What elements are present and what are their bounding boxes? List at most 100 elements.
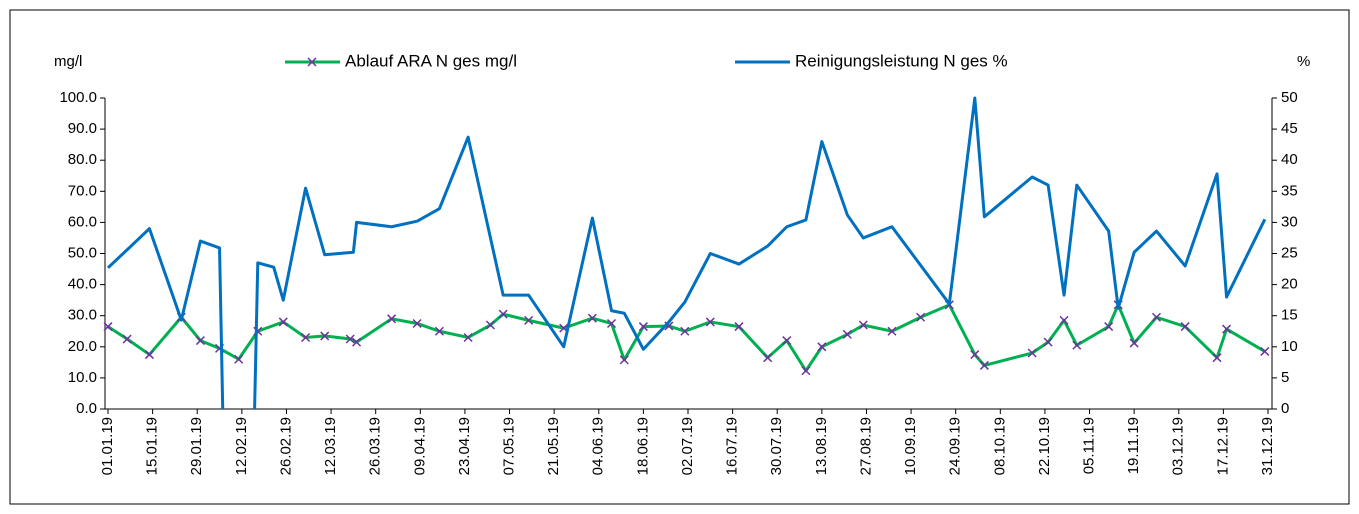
point-marker bbox=[705, 317, 715, 327]
series-line bbox=[106, 96, 1267, 410]
point-marker bbox=[763, 353, 773, 363]
y-tick-label: 40.0 bbox=[68, 276, 97, 293]
y2-axis-label: % bbox=[1297, 53, 1310, 70]
y-tick-label: 30.0 bbox=[68, 307, 97, 324]
y2-tick-label: 20 bbox=[1281, 276, 1298, 293]
point-marker bbox=[1027, 348, 1037, 358]
point-marker bbox=[524, 315, 534, 325]
x-tick-label: 22.10.19 bbox=[1036, 417, 1053, 475]
point-marker bbox=[144, 350, 154, 360]
y2-tick-label: 15 bbox=[1281, 307, 1298, 324]
point-marker bbox=[345, 334, 355, 344]
y-tick-label: 0.0 bbox=[76, 400, 97, 417]
x-tick-label: 12.03.19 bbox=[322, 417, 339, 475]
point-marker bbox=[387, 314, 397, 324]
point-marker bbox=[1180, 322, 1190, 332]
series-line bbox=[107, 303, 1266, 373]
point-marker bbox=[979, 360, 989, 370]
x-tick-label: 10.09.19 bbox=[902, 417, 919, 475]
x-tick-label: 16.07.19 bbox=[724, 417, 741, 475]
point-marker bbox=[916, 312, 926, 322]
point-marker bbox=[1104, 322, 1114, 332]
y2-tick-label: 30 bbox=[1281, 213, 1298, 230]
y-tick-label: 60.0 bbox=[68, 213, 97, 230]
point-marker bbox=[680, 326, 690, 336]
y-tick-label: 100.0 bbox=[59, 89, 97, 106]
point-marker bbox=[1072, 340, 1082, 350]
x-tick-label: 27.08.19 bbox=[857, 417, 874, 475]
y-tick-label: 80.0 bbox=[68, 151, 97, 168]
point-marker bbox=[122, 334, 132, 344]
point-marker bbox=[970, 350, 980, 360]
point-marker bbox=[734, 322, 744, 332]
x-tick-label: 09.04.19 bbox=[411, 417, 428, 475]
legend-label: Reinigungsleistung N ges % bbox=[795, 51, 1008, 70]
y-tick-label: 10.0 bbox=[68, 369, 97, 386]
y2-tick-label: 40 bbox=[1281, 151, 1298, 168]
x-tick-label: 23.04.19 bbox=[456, 417, 473, 475]
point-marker bbox=[463, 332, 473, 343]
point-marker bbox=[352, 337, 362, 347]
point-marker bbox=[320, 331, 330, 341]
point-marker bbox=[1059, 315, 1069, 325]
x-tick-label: 12.02.19 bbox=[233, 417, 250, 475]
point-marker bbox=[1222, 324, 1232, 334]
point-marker bbox=[1129, 338, 1139, 348]
point-marker bbox=[278, 317, 288, 327]
x-tick-label: 30.07.19 bbox=[768, 417, 785, 475]
x-tick-label: 21.05.19 bbox=[545, 417, 562, 475]
x-tick-label: 08.10.19 bbox=[991, 417, 1008, 475]
point-marker bbox=[842, 329, 852, 339]
point-marker bbox=[1151, 312, 1161, 322]
legend-marker bbox=[307, 57, 317, 67]
point-marker bbox=[817, 342, 827, 352]
x-tick-label: 07.05.19 bbox=[501, 417, 518, 475]
point-marker bbox=[434, 326, 444, 336]
y2-tick-label: 0 bbox=[1281, 400, 1289, 417]
x-tick-label: 01.01.19 bbox=[99, 417, 116, 475]
point-marker bbox=[1212, 353, 1222, 363]
x-tick-label: 19.11.19 bbox=[1125, 417, 1142, 474]
point-marker bbox=[195, 336, 205, 346]
point-marker bbox=[887, 326, 897, 336]
x-tick-label: 24.09.19 bbox=[947, 417, 964, 475]
x-tick-label: 05.11.19 bbox=[1081, 417, 1098, 474]
point-marker bbox=[606, 318, 617, 329]
x-tick-label: 04.06.19 bbox=[590, 417, 607, 475]
point-marker bbox=[485, 320, 495, 330]
x-tick-label: 29.01.19 bbox=[188, 417, 205, 475]
y2-tick-label: 35 bbox=[1281, 182, 1298, 199]
point-marker bbox=[1260, 346, 1270, 356]
y2-tick-label: 50 bbox=[1281, 89, 1298, 106]
y2-tick-label: 10 bbox=[1281, 338, 1298, 355]
x-tick-label: 13.08.19 bbox=[813, 417, 830, 475]
y-tick-label: 90.0 bbox=[68, 120, 97, 137]
y2-tick-label: 45 bbox=[1281, 120, 1298, 137]
x-tick-label: 26.03.19 bbox=[367, 417, 384, 475]
point-marker bbox=[301, 332, 311, 343]
x-tick-label: 03.12.19 bbox=[1170, 417, 1187, 475]
x-tick-label: 26.02.19 bbox=[277, 417, 294, 475]
point-marker bbox=[587, 313, 597, 323]
point-marker bbox=[801, 366, 811, 376]
point-marker bbox=[1043, 337, 1053, 347]
point-marker bbox=[638, 322, 648, 332]
x-tick-label: 18.06.19 bbox=[634, 417, 651, 475]
y2-tick-label: 5 bbox=[1281, 369, 1289, 386]
point-marker bbox=[412, 318, 422, 329]
x-tick-label: 02.07.19 bbox=[679, 417, 696, 475]
point-marker bbox=[858, 320, 868, 330]
point-marker bbox=[498, 309, 508, 319]
x-tick-label: 31.12.19 bbox=[1259, 417, 1276, 475]
y-tick-label: 50.0 bbox=[68, 244, 97, 261]
x-tick-label: 17.12.19 bbox=[1214, 417, 1231, 475]
point-marker bbox=[234, 354, 244, 364]
y-axis-label: mg/l bbox=[54, 53, 82, 70]
point-marker bbox=[103, 322, 113, 332]
point-marker bbox=[782, 336, 792, 346]
legend-label: Ablauf ARA N ges mg/l bbox=[345, 51, 517, 70]
y-tick-label: 70.0 bbox=[68, 182, 97, 199]
y2-tick-label: 25 bbox=[1281, 244, 1298, 261]
